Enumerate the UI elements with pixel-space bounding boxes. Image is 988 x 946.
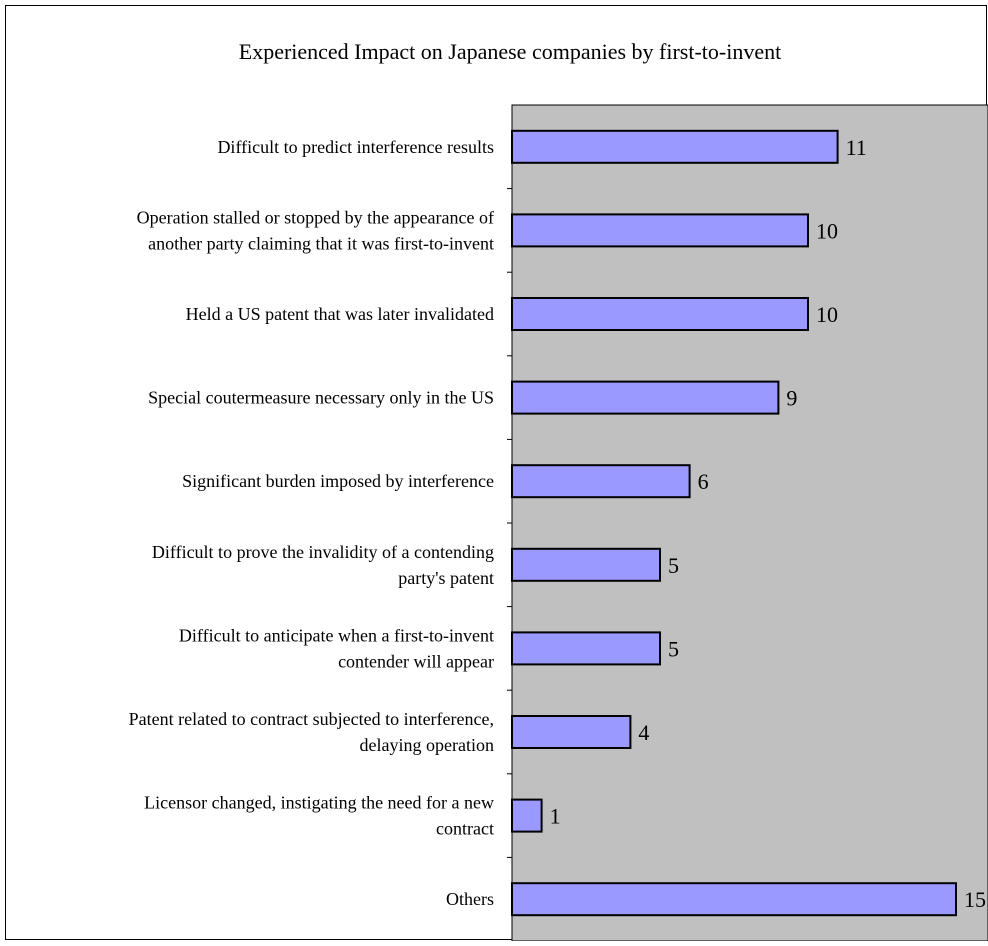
bar [511,715,632,749]
data-label: 6 [698,469,709,494]
data-label: 15 [964,887,986,912]
data-label: 10 [816,302,838,327]
bar [511,882,957,917]
bar [511,129,839,164]
chart-title: Experienced Impact on Japanese companies… [239,39,781,64]
bar [511,547,661,582]
data-label: 5 [668,553,679,578]
data-label: 11 [846,135,867,160]
data-label: 5 [668,636,679,661]
data-label: 9 [786,386,797,411]
category-label: Special coutermeasure necessary only in … [148,388,494,408]
bar [511,297,809,331]
data-label: 4 [638,720,649,745]
bar [511,380,780,415]
bar [511,213,809,248]
bar [511,798,543,833]
category-label: Held a US patent that was later invalida… [186,304,494,324]
category-label: Difficult to anticipate when a first-to-… [179,625,494,671]
category-label: Others [446,889,494,909]
category-label: Licensor changed, instigating the need f… [144,793,494,839]
category-label: Patent related to contract subjected to … [129,709,494,755]
bar [511,464,691,499]
bar [511,631,661,666]
data-labels: 11 10 10 9 6 5 5 4 1 15 [550,135,986,912]
category-label: Difficult to predict interference result… [217,137,494,157]
bars [511,129,957,917]
category-label: Difficult to prove the invalidity of a c… [152,542,494,588]
category-labels: Difficult to predict interference result… [129,137,494,909]
category-label: Significant burden imposed by interferen… [182,471,494,491]
category-label: Operation stalled or stopped by the appe… [137,207,494,253]
data-label: 1 [550,804,561,829]
data-label: 10 [816,218,838,243]
axis-ticks [507,188,512,858]
